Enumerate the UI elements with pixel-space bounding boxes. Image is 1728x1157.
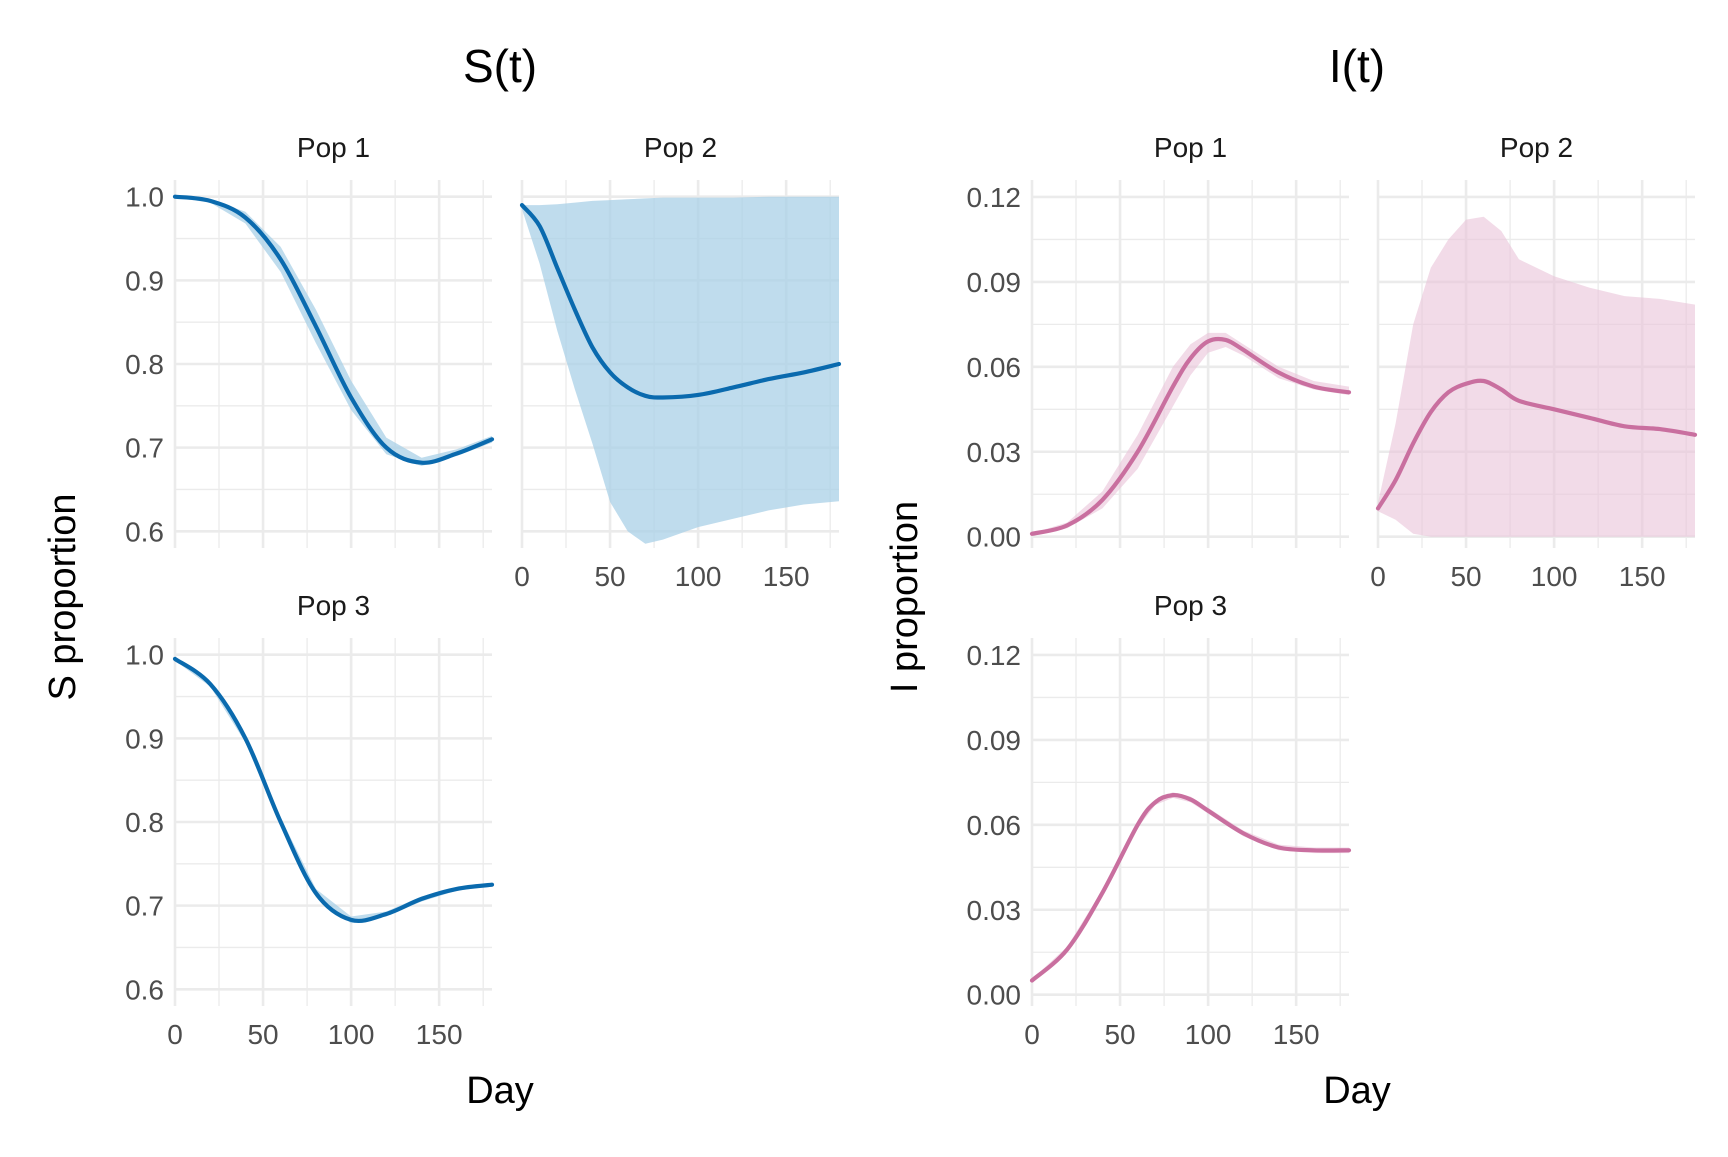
- i-facet-3-median-line: [1029, 792, 1352, 983]
- s-facet-2-median-line: [519, 203, 842, 400]
- s-facet-3-x-tick-label: 50: [247, 1019, 278, 1050]
- i-facet-3-x-tick-label: 0: [1024, 1019, 1040, 1050]
- i-facet-3-ci-band: [1032, 792, 1349, 982]
- i-facet-3-strip-label: Pop 3: [1154, 590, 1227, 621]
- i-x-axis-title: Day: [1323, 1070, 1391, 1112]
- i-facet-1-y-tick-label: 0.06: [967, 352, 1022, 383]
- i-facet-2-ci-band: [1378, 216, 1695, 537]
- i-facet-2-strip-label: Pop 2: [1500, 132, 1573, 163]
- s-facet-3-median-line: [172, 656, 495, 924]
- i-facet-1-y-tick-label: 0.03: [967, 437, 1022, 468]
- i-facet-3-y-tick-label: 0.09: [967, 725, 1022, 756]
- s-facet-2-ci-band: [522, 196, 839, 544]
- i-facet-3-x-tick-label: 150: [1273, 1019, 1320, 1050]
- i-facet-2-median-line: [1375, 378, 1698, 511]
- i-facet-1-y-tick-label: 0.12: [967, 182, 1022, 213]
- i-facet-1-panel: Pop 1 0.00 0.03 0.06 0.09 0.12: [967, 132, 1352, 553]
- s-facet-2-x-tick-label: 100: [675, 561, 722, 592]
- i-facet-3-panel: Pop 3 0.00 0.03 0.06 0.09 0.12 0 50 100 150: [967, 590, 1352, 1050]
- i-facet-1-strip-label: Pop 1: [1154, 132, 1227, 163]
- s-facet-1-y-tick-label: 1.0: [125, 182, 164, 213]
- s-facet-2-x-tick-label: 50: [594, 561, 625, 592]
- s-facet-3-y-tick-label: 0.7: [125, 891, 164, 922]
- i-facet-2-x-tick-label: 50: [1450, 561, 1481, 592]
- i-facet-3-y-tick-label: 0.03: [967, 895, 1022, 926]
- s-facet-3-x-tick-label: 150: [416, 1019, 463, 1050]
- i-facet-1-y-tick-label: 0.00: [967, 522, 1022, 553]
- s-facet-3-x-tick-label: 0: [167, 1019, 183, 1050]
- s-facet-3-x-tick-label: 100: [328, 1019, 375, 1050]
- i-facet-2-x-tick-label: 150: [1619, 561, 1666, 592]
- s-facet-3-ci-band: [175, 657, 492, 924]
- s-facet-2-x-tick-label: 150: [763, 561, 810, 592]
- s-facet-1-y-tick-label: 0.9: [125, 265, 164, 296]
- s-facet-2-x-tick-label: 0: [514, 561, 530, 592]
- s-facet-1-y-tick-label: 0.6: [125, 516, 164, 547]
- s-y-axis-title: S proportion: [42, 493, 84, 700]
- s-facet-1-y-tick-label: 0.7: [125, 433, 164, 464]
- i-facet-1-median-line: [1029, 336, 1352, 536]
- i-facet-3-x-tick-label: 100: [1185, 1019, 1232, 1050]
- s-facet-1-median-line: [172, 194, 495, 465]
- s-facet-2-strip-label: Pop 2: [644, 132, 717, 163]
- s-chart-title: S(t): [463, 40, 537, 92]
- i-chart-title: I(t): [1329, 40, 1385, 92]
- i-facet-1-ci-band: [1032, 332, 1349, 535]
- s-facet-1-strip-label: Pop 1: [297, 132, 370, 163]
- i-facet-3-y-tick-label: 0.06: [967, 810, 1022, 841]
- s-facet-1-ci-band: [175, 196, 492, 466]
- i-facet-3-y-tick-label: 0.12: [967, 640, 1022, 671]
- s-facet-3-y-tick-label: 1.0: [125, 640, 164, 671]
- s-facet-3-y-tick-label: 0.6: [125, 974, 164, 1005]
- i-facet-2-x-tick-label: 0: [1370, 561, 1386, 592]
- s-facet-3-panel: Pop 3 0.6 0.7 0.8 0.9 1.0 0 50 100 150: [125, 590, 495, 1050]
- s-facet-3-strip-label: Pop 3: [297, 590, 370, 621]
- i-facet-3-y-tick-label: 0.00: [967, 980, 1022, 1011]
- s-facet-2-panel: Pop 2 0 50 100 150: [514, 132, 842, 592]
- s-facet-1-panel: Pop 1 0.6 0.7 0.8 0.9 1.0: [125, 132, 495, 548]
- s-facet-1-y-tick-label: 0.8: [125, 349, 164, 380]
- i-facet-2-x-tick-label: 100: [1531, 561, 1578, 592]
- s-facet-3-y-tick-label: 0.9: [125, 723, 164, 754]
- i-facet-1-y-tick-label: 0.09: [967, 267, 1022, 298]
- s-x-axis-title: Day: [466, 1070, 534, 1112]
- i-facet-2-panel: Pop 2 0 50 100 150: [1370, 132, 1698, 592]
- s-facet-3-y-tick-label: 0.8: [125, 807, 164, 838]
- i-facet-3-x-tick-label: 50: [1104, 1019, 1135, 1050]
- i-y-axis-title: I proportion: [884, 501, 926, 693]
